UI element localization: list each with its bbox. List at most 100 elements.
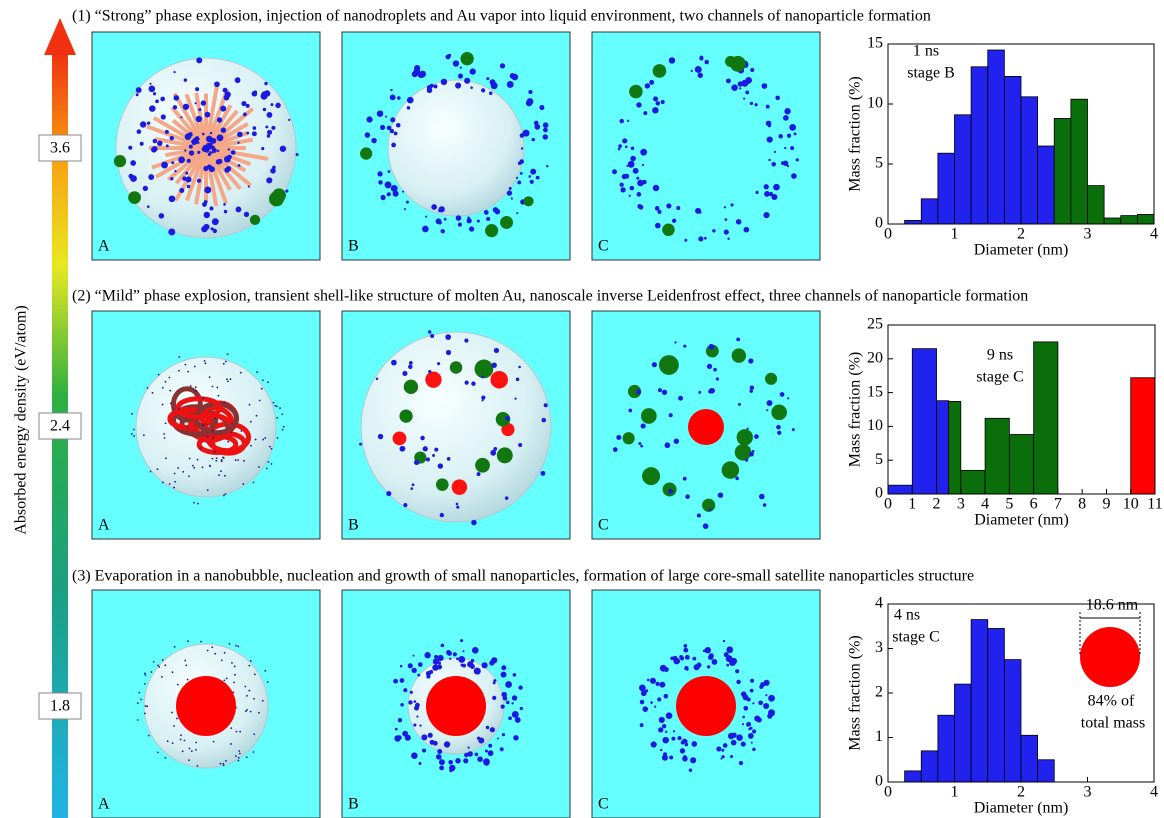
dot [653,96,658,101]
dot [481,399,483,401]
dot [764,191,770,197]
dot [249,404,251,406]
dot [766,121,772,127]
dot [716,746,721,751]
dot [158,666,160,668]
dot [511,197,513,199]
dot [261,93,268,100]
dot [212,437,214,439]
dot [136,87,142,93]
dot [206,136,213,143]
dot [703,649,706,652]
dot [130,160,136,166]
dot [267,681,269,683]
dot [214,653,216,655]
bar [912,349,936,494]
dot [683,648,688,653]
dot [745,77,752,84]
dot [790,146,794,150]
particle [490,371,508,389]
annotation: 1 ns [913,43,939,60]
bar [888,485,912,494]
dot [433,658,439,664]
dot [174,646,176,648]
dot [209,376,211,378]
dot [477,220,480,223]
particle [475,360,494,379]
dot [250,660,252,662]
dot [787,134,791,138]
dot [270,103,273,106]
dot [205,112,211,118]
dot [486,726,489,729]
charts: 05101501234Diameter (nm)Mass fraction (%… [847,35,1163,817]
dot [174,481,176,483]
dot [738,403,741,406]
bar [1021,735,1038,782]
dot [520,172,523,175]
x-tick-label: 5 [1005,496,1013,513]
dot [395,728,398,731]
dot [794,132,797,135]
dot [424,652,430,658]
dot [157,468,159,470]
x-tick-label: 1 [908,496,916,513]
dot [197,765,199,767]
dot [659,717,665,723]
dot [170,403,172,405]
particle [399,409,412,422]
dot [739,761,743,765]
dot [616,435,621,440]
dot [153,139,158,144]
dot [378,434,383,439]
dot [253,733,255,735]
y-tick-label: 0 [875,485,883,502]
dot [502,733,505,736]
dot [528,90,532,94]
dot [620,183,624,187]
dot [662,724,666,728]
dot [246,132,249,135]
dot [766,409,768,411]
dot [178,408,180,410]
dot [516,212,518,214]
dot [214,81,220,87]
dot [532,138,535,141]
dot [169,195,176,202]
dot [265,125,268,128]
dot [177,684,179,686]
green-particle [523,196,533,206]
dot [403,503,407,507]
green-particle [250,215,260,225]
dot [153,661,155,663]
dot [237,459,239,461]
y-tick-label: 1 [875,728,883,745]
dot [400,703,404,707]
dot [470,86,473,89]
dot [516,378,519,381]
particle [641,408,657,424]
y-axis-label: Mass fraction (%) [847,352,864,468]
dot [195,742,197,744]
dot [404,208,406,210]
dot [248,690,250,692]
dot [433,84,437,88]
dot [428,370,431,373]
dot [262,379,264,381]
dot [517,181,521,185]
dot [140,699,142,701]
dot [230,743,232,745]
dot [754,434,759,439]
dot [419,725,421,727]
dot [177,467,179,469]
dot [184,740,186,742]
dot [205,423,207,425]
bar [1104,218,1121,224]
dot [266,467,268,469]
dot [630,186,635,191]
dot [464,78,470,84]
dot [237,142,239,144]
green-particle [460,52,473,65]
dot [223,495,225,497]
dot [640,700,645,705]
